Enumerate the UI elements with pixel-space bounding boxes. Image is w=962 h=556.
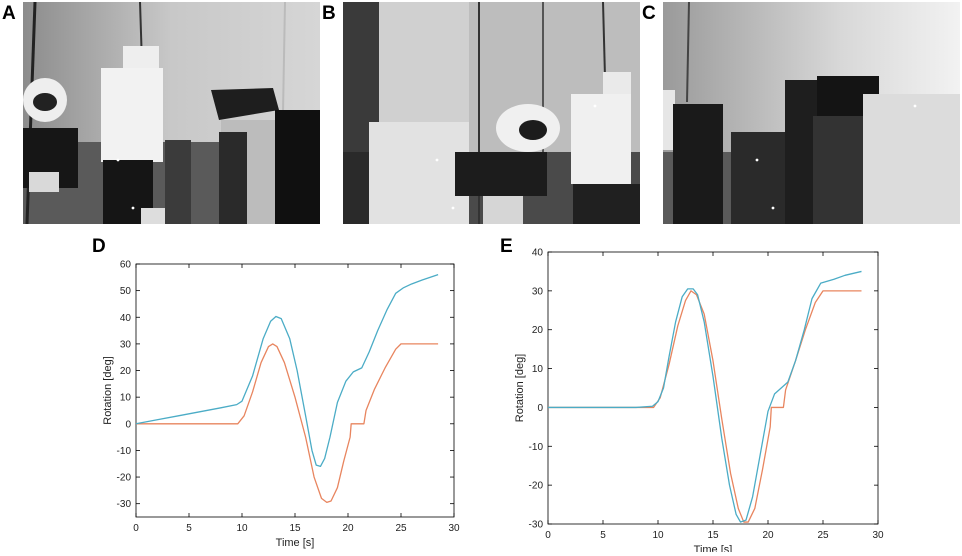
y-tick-label: -10: [117, 446, 132, 457]
x-tick-label: 30: [872, 530, 884, 541]
x-axis-label: Time [s]: [694, 544, 733, 552]
y-tick-label: 50: [120, 286, 132, 297]
panel-label-b: B: [322, 3, 336, 24]
y-tick-label: -30: [529, 520, 544, 531]
y-tick-label: 60: [120, 260, 132, 271]
y-tick-label: 10: [120, 393, 132, 404]
y-tick-label: 10: [532, 364, 544, 375]
x-tick-label: 5: [186, 523, 192, 534]
x-tick-label: 0: [133, 523, 139, 534]
y-tick-label: -20: [529, 481, 544, 492]
panel-label-d: D: [92, 236, 106, 257]
x-tick-label: 25: [395, 523, 407, 534]
series-line: [548, 290, 862, 523]
y-tick-label: 0: [125, 419, 131, 430]
y-tick-label: 30: [532, 286, 544, 297]
x-tick-label: 25: [817, 530, 829, 541]
y-tick-label: 20: [120, 366, 132, 377]
y-tick-label: 30: [120, 339, 132, 350]
series-line: [136, 343, 439, 503]
y-axis-label: Rotation [deg]: [514, 354, 526, 423]
panel-label-a: A: [2, 3, 16, 24]
x-tick-label: 20: [342, 523, 354, 534]
robot-scene-a: [23, 2, 320, 224]
y-tick-label: 0: [537, 403, 543, 414]
y-tick-label: 40: [532, 248, 544, 259]
x-tick-label: 5: [600, 530, 606, 541]
plot-frame: [547, 251, 879, 525]
y-tick-label: 20: [532, 325, 544, 336]
robot-scene-c: [663, 2, 960, 224]
panel-label-e: E: [500, 236, 513, 257]
x-tick-label: 10: [652, 530, 664, 541]
panel-label-c: C: [642, 3, 656, 24]
y-tick-label: 40: [120, 313, 132, 324]
x-tick-label: 0: [545, 530, 551, 541]
y-tick-label: -20: [117, 473, 132, 484]
plot-frame: [135, 263, 455, 518]
series-line: [548, 270, 862, 523]
chart-e-rotation: 0 5 10 15 20 25 30 -30 -20 -10 0 10 20 30 40 Time [s] Ro…: [514, 248, 884, 553]
x-axis-label: Time [s]: [276, 537, 315, 549]
x-tick-label: 15: [289, 523, 301, 534]
y-tick-label: -10: [529, 442, 544, 453]
series-line: [135, 274, 439, 468]
chart-d-rotation: 0 5 10 15 20 25 30 -30 -20 -10 0 10 20 30 40 50 60 Time […: [102, 260, 460, 550]
x-tick-label: 15: [707, 530, 719, 541]
y-axis-label: Rotation [deg]: [102, 356, 114, 425]
y-tick-label: -30: [117, 499, 132, 510]
x-tick-label: 20: [762, 530, 774, 541]
robot-scene-b: [343, 2, 640, 224]
x-tick-label: 10: [236, 523, 248, 534]
x-tick-label: 30: [448, 523, 460, 534]
